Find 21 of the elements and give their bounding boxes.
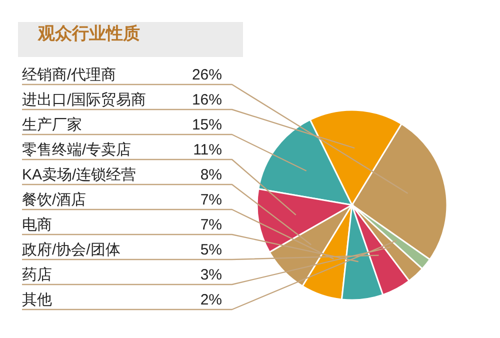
data-label: 3% (200, 266, 222, 284)
data-label: 16% (192, 92, 222, 108)
slice-label: 餐饮/酒店 (22, 192, 86, 208)
data-label: 2% (200, 292, 222, 308)
data-label: 7% (200, 192, 222, 208)
slice-label: 零售终端/专卖店 (22, 142, 132, 158)
data-label: 26% (192, 66, 222, 84)
data-label: 8% (200, 166, 222, 184)
chart-title: 观众行业性质 (18, 22, 243, 57)
data-label: 15% (192, 116, 222, 134)
slice-label: 政府/协会/团体 (22, 242, 120, 258)
slice-label: 生产厂家 (22, 116, 82, 134)
data-label: 5% (200, 242, 222, 258)
slice-label: 电商 (22, 216, 52, 234)
slice-label: 药店 (22, 266, 52, 284)
slice-label: 经销商/代理商 (22, 66, 116, 84)
slice-label: 其他 (22, 292, 52, 308)
data-label: 11% (193, 142, 222, 158)
slice-label: 进出口/国际贸易商 (22, 92, 146, 108)
slice-label: KA卖场/连锁经营 (22, 166, 136, 184)
data-label: 7% (200, 216, 222, 234)
